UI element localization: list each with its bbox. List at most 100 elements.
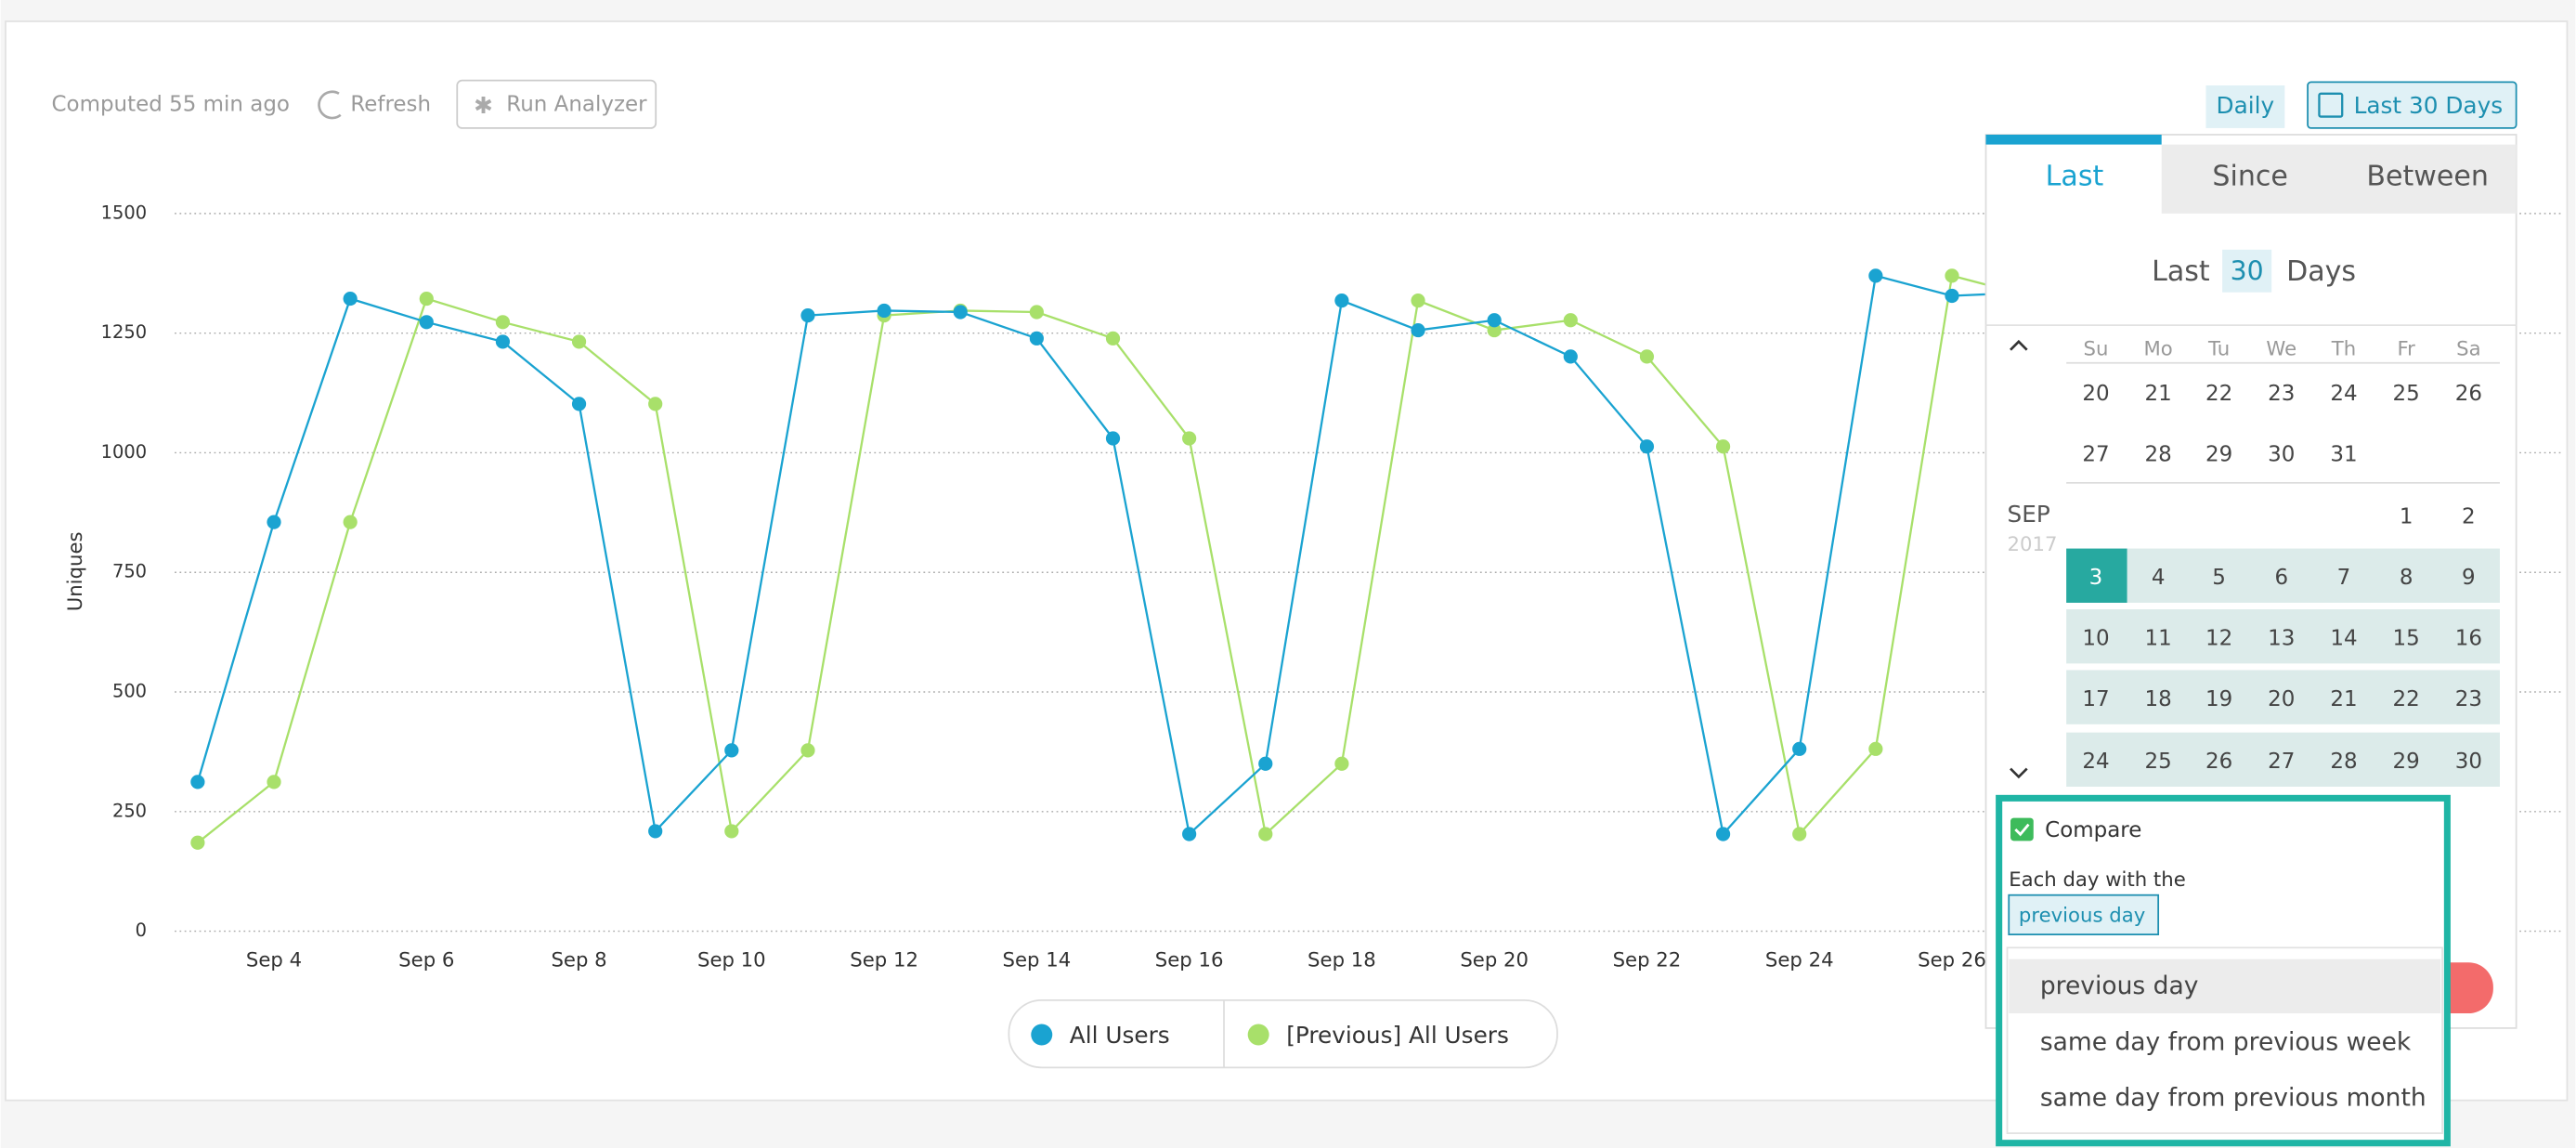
legend-label[interactable]: All Users [1070,1022,1170,1049]
calendar-day[interactable]: 6 [2274,566,2288,590]
range-button[interactable] [2307,81,2517,129]
weekday: Mo [2144,338,2173,361]
calendar-day[interactable]: 29 [2393,750,2420,774]
legend [1008,998,1558,1069]
calendar-day[interactable]: 7 [2337,566,2351,590]
data-point [1563,313,1578,328]
dropdown-option[interactable]: same day from previous week [2040,1027,2412,1056]
data-point [419,315,434,330]
data-point [1258,827,1273,841]
calendar-day[interactable]: 27 [2268,750,2295,774]
weekday: Th [2331,338,2356,361]
data-point [1639,349,1655,364]
weekday: Su [2084,338,2109,361]
calendar-day[interactable]: 1 [2400,504,2413,528]
calendar-day[interactable]: 18 [2145,687,2172,711]
calendar-day[interactable]: 14 [2330,626,2357,650]
last-count-box[interactable] [2222,249,2272,293]
data-point [1182,827,1197,841]
data-point [1945,268,1959,283]
data-point [1792,741,1807,756]
calendar-day[interactable]: 31 [2330,442,2357,466]
calendar-day[interactable]: 15 [2393,626,2420,650]
x-tick-label: Sep 24 [1765,948,1834,972]
y-tick-label: 1250 [101,321,147,343]
calendar-day[interactable]: 21 [2330,687,2357,711]
data-point [1715,827,1731,841]
scroll-up[interactable] [2010,339,2028,351]
legend-swatch[interactable] [1247,1024,1269,1046]
calendar-day[interactable]: 13 [2268,626,2295,650]
selected-range-row [2066,609,2500,664]
calendar-day[interactable]: 28 [2145,442,2172,466]
last-label: Last [2152,255,2210,288]
data-point [1792,827,1807,841]
calendar-day[interactable]: 29 [2205,442,2232,466]
calendar-day[interactable]: 16 [2455,626,2482,650]
data-point [267,775,281,789]
weekday: Tu [2207,338,2230,361]
compare-label: Compare [2045,818,2141,842]
calendar-day[interactable]: 25 [2393,382,2420,406]
selected-range-row [2066,670,2500,724]
calendar-day[interactable]: 24 [2082,750,2109,774]
x-tick-label: Sep 16 [1155,948,1224,972]
calendar-day[interactable]: 2 [2462,504,2476,528]
compare-select[interactable] [2008,894,2160,936]
weekday: We [2266,338,2296,361]
calendar-day[interactable]: 17 [2082,687,2109,711]
calendar-day[interactable]: 11 [2145,626,2172,650]
calendar-day[interactable]: 21 [2145,382,2172,406]
legend-swatch[interactable] [1031,1024,1053,1046]
calendar-day[interactable]: 23 [2455,687,2482,711]
run-analyzer-button[interactable] [456,79,657,129]
calendar-day[interactable]: 22 [2393,687,2420,711]
picker-tab[interactable]: Between [2366,160,2488,192]
interval-button[interactable] [2205,85,2285,128]
dropdown-option[interactable]: same day from previous month [2040,1083,2426,1112]
calendar-day[interactable]: 24 [2330,382,2357,406]
calendar-day[interactable]: 27 [2082,442,2109,466]
data-point [648,397,663,411]
x-tick-label: Sep 4 [246,948,302,972]
data-point [190,775,205,789]
compare-selected[interactable]: previous day [2019,905,2145,928]
dropdown-option[interactable]: previous day [2040,972,2199,1000]
calendar-day[interactable]: 8 [2400,566,2413,590]
last-count[interactable]: 30 [2231,256,2264,287]
calendar-day[interactable]: 28 [2330,750,2357,774]
dropdown-highlight [2009,959,2441,1014]
compare-checkbox[interactable] [2010,817,2034,841]
calendar-day[interactable]: 4 [2152,566,2166,590]
calendar-day[interactable]: 20 [2268,687,2295,711]
data-point [1029,331,1044,346]
calendar-day[interactable]: 12 [2205,626,2232,650]
calendar-day[interactable]: 26 [2455,382,2482,406]
compare-prompt: Each day with the [2009,868,2186,892]
picker-tab[interactable]: Last [2046,160,2104,192]
picker-tab[interactable]: Since [2212,160,2287,192]
data-point [648,824,663,839]
data-point [495,315,511,330]
calendar-day[interactable]: 30 [2268,442,2295,466]
calendar-day[interactable]: 23 [2268,382,2295,406]
data-point [1639,439,1655,454]
scroll-down[interactable] [2010,767,2028,779]
refresh-button[interactable]: Refresh [350,93,431,117]
data-point [571,334,587,349]
calendar-day[interactable]: 9 [2462,566,2476,590]
calendar-day[interactable]: 19 [2205,687,2232,711]
calendar-day[interactable]: 3 [2089,566,2103,590]
calendar-day[interactable]: 30 [2455,750,2482,774]
data-point [800,743,815,758]
legend-label[interactable]: [Previous] All Users [1286,1022,1509,1049]
calendar-day[interactable]: 20 [2082,382,2109,406]
calendar-day[interactable]: 10 [2082,626,2109,650]
calendar-icon [2318,92,2344,118]
calendar-day[interactable]: 22 [2205,382,2232,406]
calendar-day[interactable]: 5 [2212,566,2226,590]
calendar-day[interactable]: 26 [2205,750,2232,774]
data-point [1563,349,1578,364]
weekday: Sa [2456,338,2480,361]
calendar-day[interactable]: 25 [2145,750,2172,774]
